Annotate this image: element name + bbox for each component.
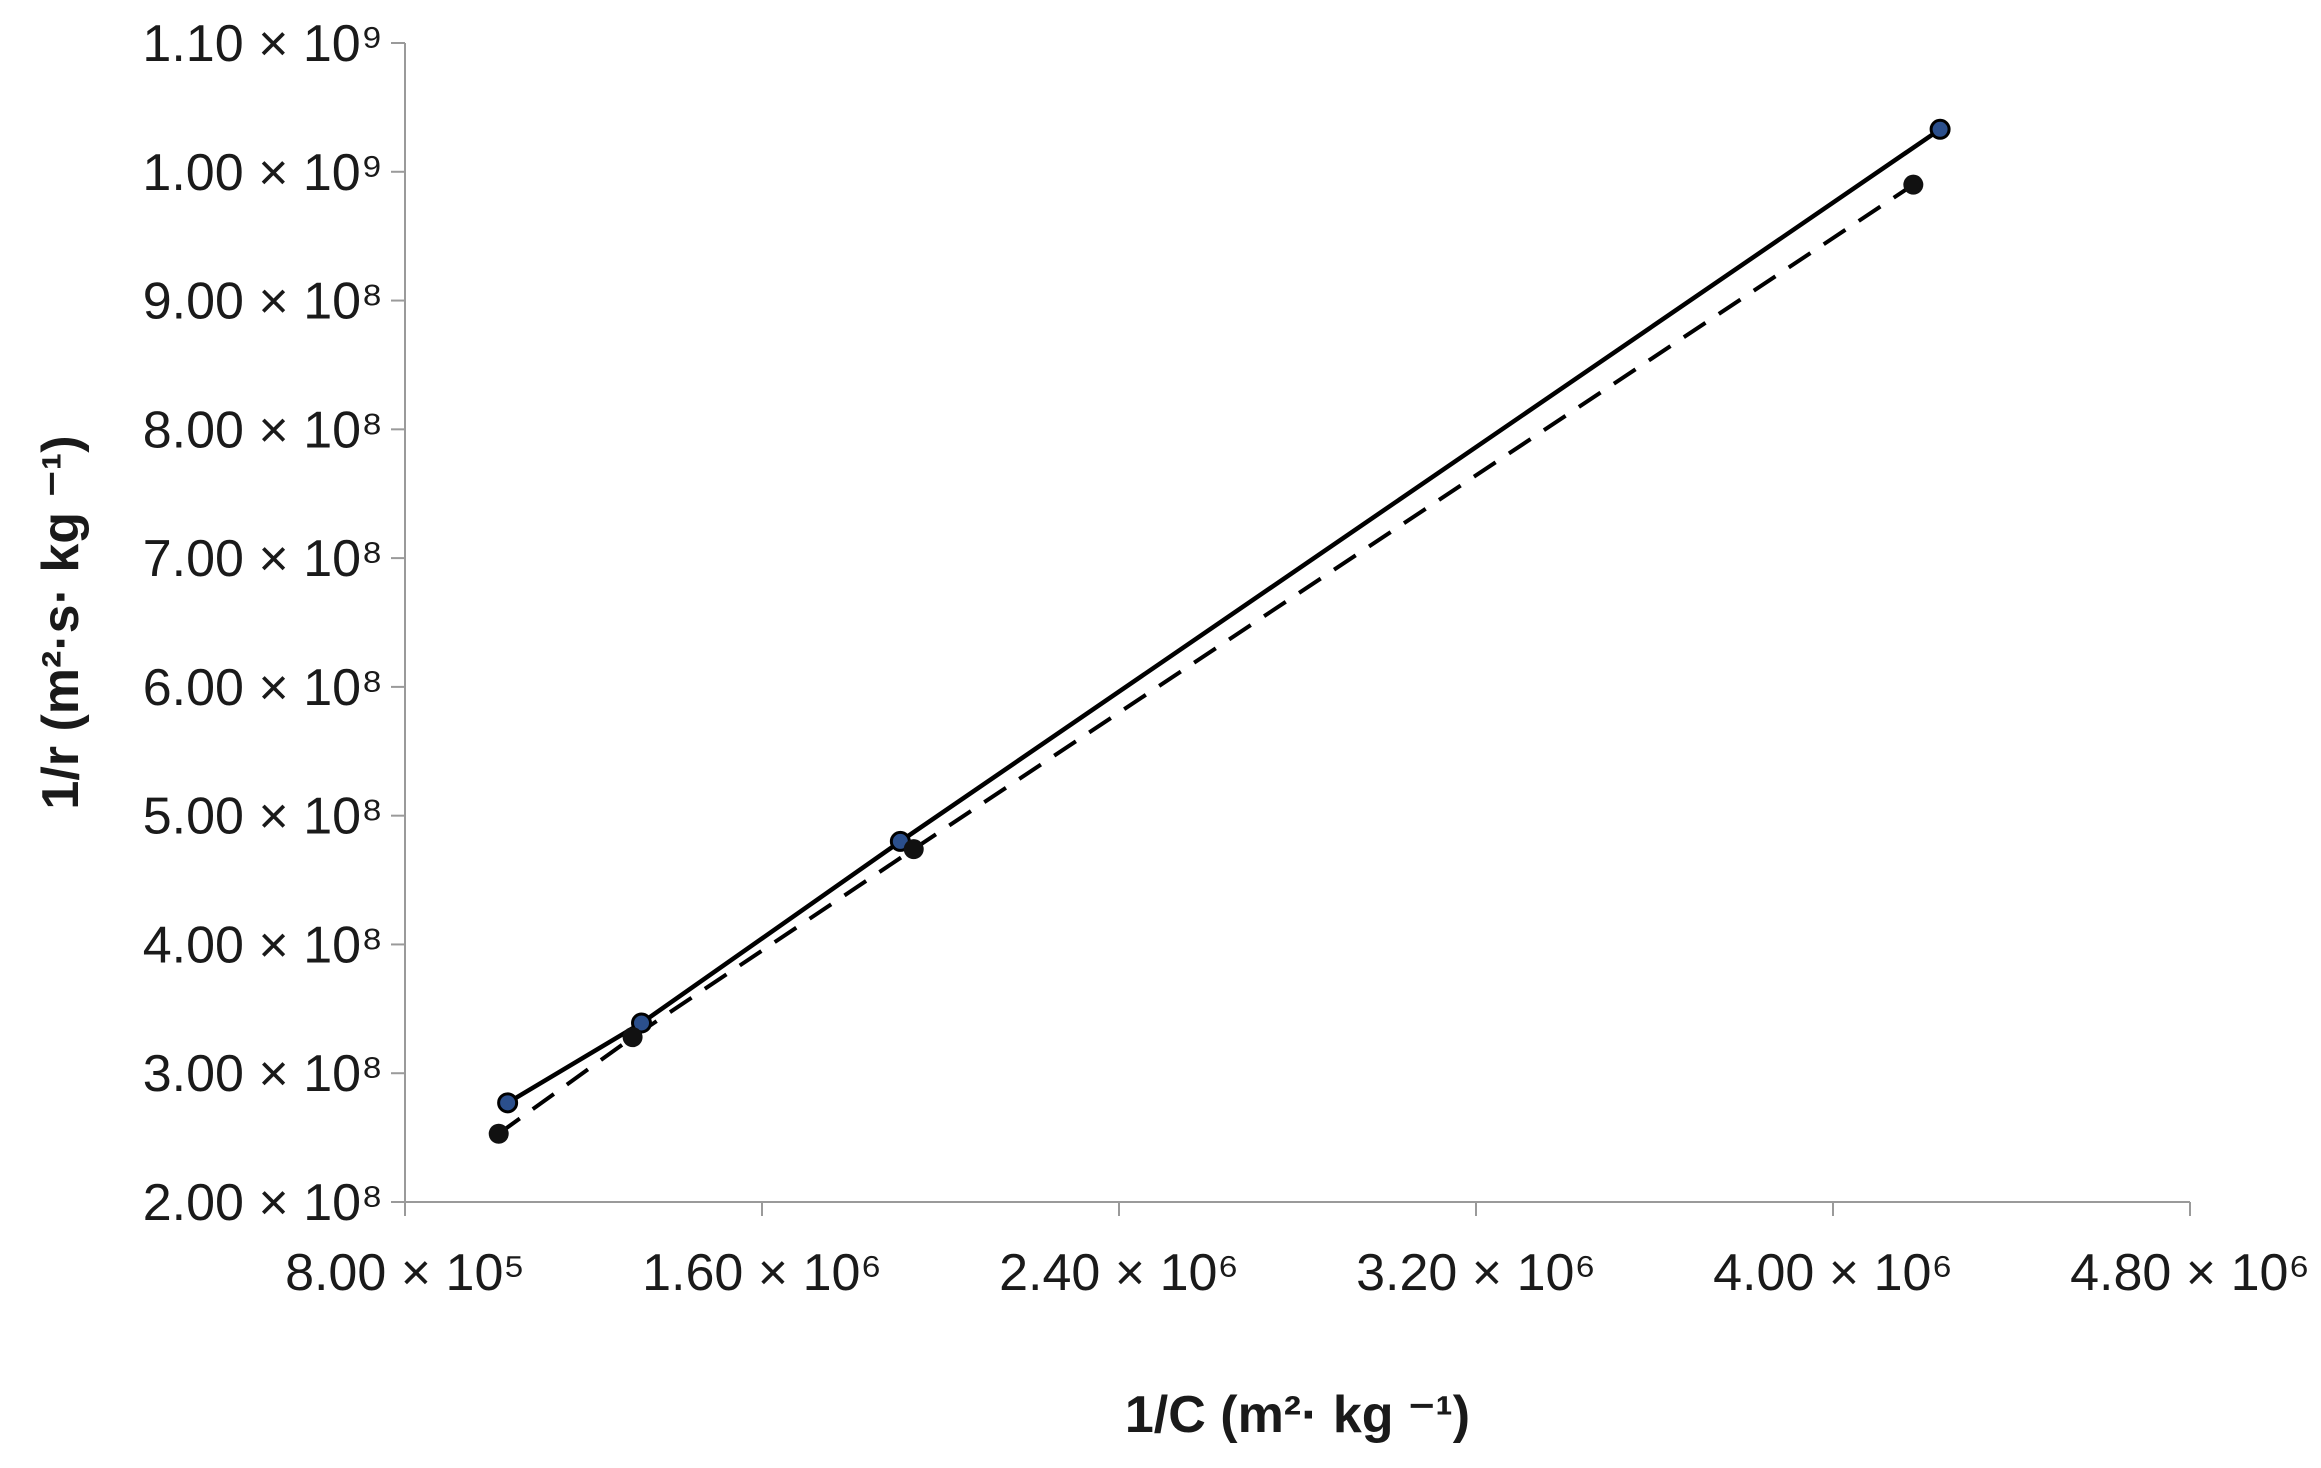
y-tick-label: 8.00 × 10⁸ [143, 401, 383, 459]
x-axis-title: 1/C (m²· kg ⁻¹) [1125, 1386, 1470, 1444]
series-1-point [1929, 118, 1951, 140]
y-tick-label: 4.00 × 10⁸ [143, 916, 383, 974]
series-layer [488, 118, 1951, 1144]
y-tick-label: 7.00 × 10⁸ [143, 530, 383, 588]
y-tick-label: 6.00 × 10⁸ [143, 659, 383, 717]
series-1-point [631, 1012, 653, 1034]
x-tick-label: 4.80 × 10⁶ [2070, 1244, 2310, 1302]
series-1-point [497, 1092, 519, 1114]
y-tick-label: 1.10 × 10⁹ [142, 15, 383, 73]
series-2-point [1903, 174, 1924, 195]
series-2-point [488, 1123, 509, 1144]
y-tick-label: 1.00 × 10⁹ [142, 144, 383, 202]
x-tick-label: 8.00 × 10⁵ [285, 1244, 525, 1302]
y-tick-label: 2.00 × 10⁸ [143, 1174, 383, 1232]
series-2-point [903, 839, 924, 860]
y-tick-label: 3.00 × 10⁸ [143, 1045, 383, 1103]
series-2-line [497, 183, 1915, 1136]
y-axis-title: 1/r (m²·s· kg ⁻¹) [32, 435, 90, 809]
series-1-line [506, 127, 1942, 1105]
y-tick-label: 5.00 × 10⁸ [143, 788, 383, 846]
x-tick-label: 2.40 × 10⁶ [999, 1244, 1239, 1302]
x-tick-label: 3.20 × 10⁶ [1356, 1244, 1596, 1302]
series-2-point [622, 1027, 643, 1048]
axes: 2.00 × 10⁸ 3.00 × 10⁸ 4.00 × 10⁸ 5.00 × 10⁸… [142, 15, 2309, 1302]
x-tick-label: 1.60 × 10⁶ [642, 1244, 882, 1302]
y-tick-label: 9.00 × 10⁸ [143, 273, 383, 331]
x-tick-label: 4.00 × 10⁶ [1713, 1244, 1953, 1302]
